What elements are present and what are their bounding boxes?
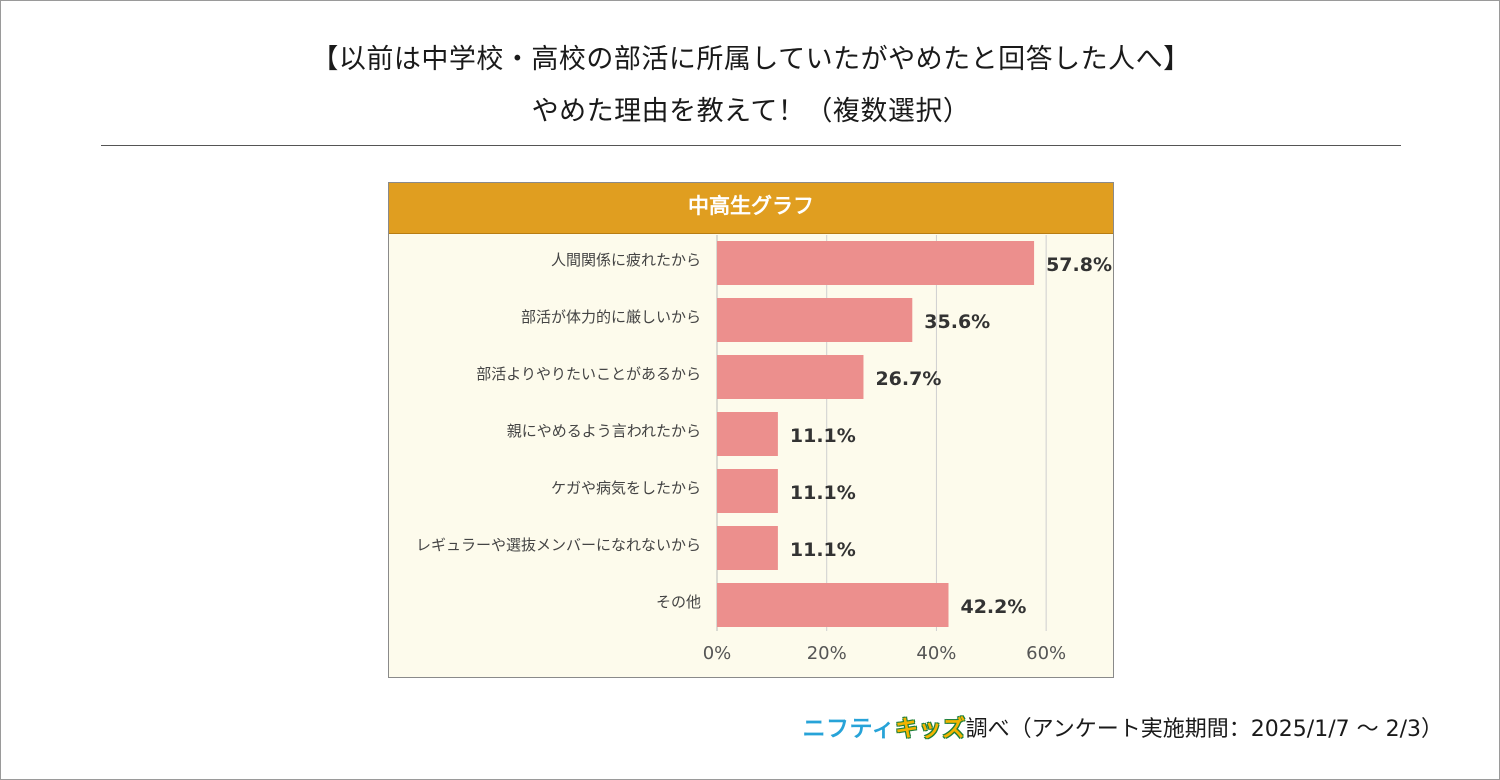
category-label: 親にやめるよう言われたから xyxy=(507,422,701,440)
logo-text-kids: キッズ xyxy=(895,716,966,742)
x-tick-label: 40% xyxy=(916,643,956,664)
bar-value-label: 42.2% xyxy=(960,596,1026,618)
source-text: 調べ（アンケート実施期間：2025/1/7 ～ 2/3） xyxy=(965,717,1443,742)
title-divider xyxy=(101,145,1401,146)
bar-value-label: 35.6% xyxy=(924,311,990,333)
category-label: 人間関係に疲れたから xyxy=(551,251,701,269)
bar-chart: 0% 20% 40% 60% 人間関係に疲れたから 57.8% 部活が体力的に厳しいから 35… xyxy=(416,235,1112,664)
bar-value-label: 11.1% xyxy=(790,425,856,447)
page-title-line-2: やめた理由を教えて！（複数選択） xyxy=(531,96,971,127)
page-title-line-1: 【以前は中学校・高校の部活に所属していたがやめたと回答した人へ】 xyxy=(311,44,1191,75)
bar xyxy=(717,583,949,627)
bar xyxy=(717,412,778,456)
bar xyxy=(717,241,1035,285)
bar xyxy=(717,355,864,399)
category-label: 部活が体力的に厳しいから xyxy=(521,308,701,326)
source-note: ニフティキッズ調べ（アンケート実施期間：2025/1/7 ～ 2/3） xyxy=(803,709,1443,743)
bar-value-label: 57.8% xyxy=(1046,254,1112,276)
chart-panel: 中高生グラフ 0% 20% 40% 60% 人間関係に疲れたから 57.8% 部活が体力的に… xyxy=(388,182,1114,678)
bar xyxy=(717,298,913,342)
category-label: ケガや病気をしたから xyxy=(551,479,701,497)
category-label: その他 xyxy=(656,593,701,611)
chart-title: 中高生グラフ xyxy=(389,183,1113,234)
category-label: レギュラーや選抜メンバーになれないから xyxy=(416,536,701,554)
x-tick-label: 60% xyxy=(1026,643,1066,664)
bar xyxy=(717,526,778,570)
bar-value-label: 26.7% xyxy=(875,368,941,390)
category-label: 部活よりやりたいことがあるから xyxy=(476,365,701,383)
bar-value-label: 11.1% xyxy=(790,482,856,504)
logo-text-nifty: ニフティ xyxy=(802,716,896,742)
bar xyxy=(717,469,778,513)
bar-value-label: 11.1% xyxy=(790,539,856,561)
niftykids-logo: ニフティキッズ xyxy=(803,716,966,742)
x-tick-label: 0% xyxy=(703,643,732,664)
x-tick-label: 20% xyxy=(807,643,847,664)
